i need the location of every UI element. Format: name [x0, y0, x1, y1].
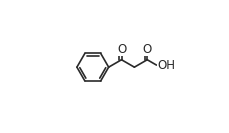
Text: OH: OH: [157, 59, 175, 72]
Text: O: O: [142, 43, 151, 56]
Text: O: O: [116, 43, 125, 56]
